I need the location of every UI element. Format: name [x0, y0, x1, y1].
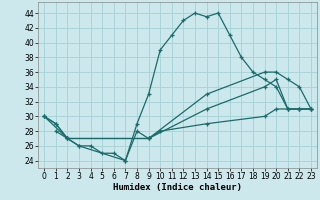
X-axis label: Humidex (Indice chaleur): Humidex (Indice chaleur) [113, 183, 242, 192]
